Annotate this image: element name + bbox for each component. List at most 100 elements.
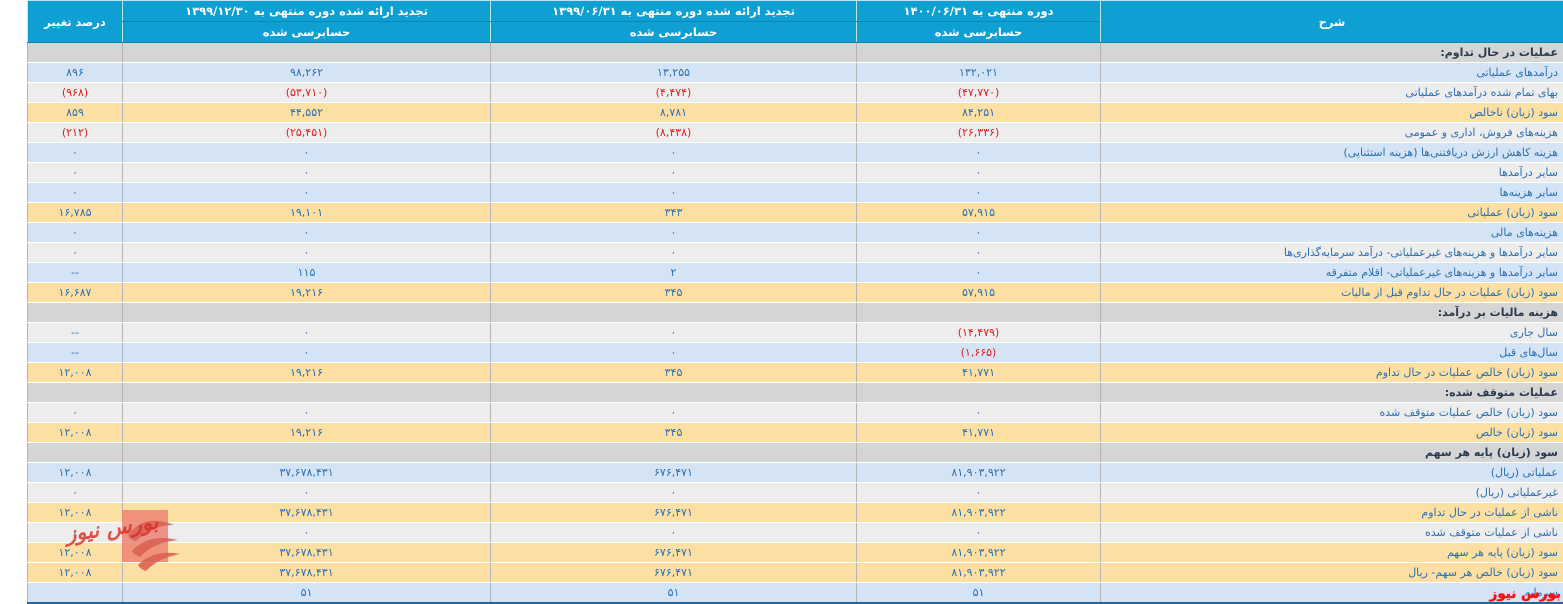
- cell-value-1400: ۴۱,۷۷۱: [857, 423, 1101, 443]
- cell-value-1400: ۴۱,۷۷۱: [857, 363, 1101, 383]
- cell-value-1399-12: ۰: [123, 523, 491, 543]
- cell-value-1399-12: ۱۹,۲۱۶: [123, 363, 491, 383]
- table-row: سود (زیان) عملیات در حال تداوم قبل از ما…: [28, 283, 1563, 303]
- table-row: سایر درآمدها و هزینه‌های غیرعملیاتی- درآ…: [28, 243, 1563, 263]
- cell-value-1400: ۰: [857, 243, 1101, 263]
- cell-value-1399-06: ۱۳,۲۵۵: [491, 63, 857, 83]
- row-label: سود (زیان) پایه هر سهم: [1101, 543, 1563, 563]
- cell-value-1400: ۱۳۲,۰۲۱: [857, 63, 1101, 83]
- col-header-period-1400-06-31: دوره منتهی به ۱۴۰۰/۰۶/۳۱: [857, 1, 1101, 22]
- col-header-description: شرح: [1101, 1, 1563, 43]
- cell-value-1399-12: ۳۷,۶۷۸,۴۳۱: [123, 463, 491, 483]
- cell-pct-change: ۸۵۹: [28, 103, 123, 123]
- cell-value-1400: (۱,۶۶۵): [857, 343, 1101, 363]
- cell-pct-change: ۰: [28, 183, 123, 203]
- cell-pct-change: ۱۲,۰۰۸: [28, 543, 123, 563]
- row-label: سایر هزینه‌ها: [1101, 183, 1563, 203]
- cell-value-1400: ۸۱,۹۰۳,۹۲۲: [857, 543, 1101, 563]
- section-row: هزینه مالیات بر درآمد:: [28, 303, 1563, 323]
- cell-value-1399-06: ۰: [491, 403, 857, 423]
- cell-pct-change: ۱۲,۰۰۸: [28, 363, 123, 383]
- cell-value-1399-12: ۱۹,۲۱۶: [123, 283, 491, 303]
- row-label: سایر درآمدها: [1101, 163, 1563, 183]
- cell-value-1399-12: ۰: [123, 243, 491, 263]
- cell-value-1400: [857, 303, 1101, 323]
- row-label: درآمدهای عملیاتی: [1101, 63, 1563, 83]
- section-label: سود (زیان) پایه هر سهم: [1101, 443, 1563, 463]
- cell-value-1399-12: ۰: [123, 323, 491, 343]
- cell-value-1399-12: ۳۷,۶۷۸,۴۳۱: [123, 543, 491, 563]
- cell-pct-change: ۱۲,۰۰۸: [28, 503, 123, 523]
- cell-value-1399-06: ۶۷۶,۴۷۱: [491, 543, 857, 563]
- row-label: سود (زیان) ناخالص: [1101, 103, 1563, 123]
- cell-value-1400: (۱۴,۴۷۹): [857, 323, 1101, 343]
- cell-pct-change: [28, 303, 123, 323]
- cell-pct-change: ۱۲,۰۰۸: [28, 563, 123, 583]
- cell-value-1399-12: ۵۱: [123, 583, 491, 604]
- cell-value-1399-06: ۰: [491, 183, 857, 203]
- cell-pct-change: [28, 583, 123, 604]
- cell-value-1399-06: [491, 383, 857, 403]
- section-label: عملیات متوقف شده:: [1101, 383, 1563, 403]
- row-label: هزینه‌های مالی: [1101, 223, 1563, 243]
- row-label: عملیاتی (ریال): [1101, 463, 1563, 483]
- cell-value-1400: ۰: [857, 183, 1101, 203]
- table-row: هزینه کاهش ارزش دریافتنی‌ها (هزینه استثن…: [28, 143, 1563, 163]
- cell-value-1399-06: ۰: [491, 243, 857, 263]
- cell-value-1399-12: [123, 443, 491, 463]
- cell-value-1399-12: ۴۴,۵۵۲: [123, 103, 491, 123]
- cell-value-1399-12: ۳۷,۶۷۸,۴۳۱: [123, 563, 491, 583]
- subheader-audited-1400: حسابرسی شده: [857, 22, 1101, 43]
- cell-value-1399-06: ۳۴۵: [491, 283, 857, 303]
- cell-pct-change: --: [28, 263, 123, 283]
- cell-value-1399-06: (۸,۴۳۸): [491, 123, 857, 143]
- cell-value-1399-12: [123, 383, 491, 403]
- section-label: هزینه مالیات بر درآمد:: [1101, 303, 1563, 323]
- cell-pct-change: [28, 443, 123, 463]
- cell-value-1400: [857, 43, 1101, 63]
- section-row: عملیات در حال تداوم:: [28, 43, 1563, 63]
- cell-value-1400: ۵۷,۹۱۵: [857, 203, 1101, 223]
- cell-value-1399-12: ۱۱۵: [123, 263, 491, 283]
- row-label: سود (زیان) خالص عملیات در حال تداوم: [1101, 363, 1563, 383]
- cell-pct-change: ۱۶,۶۸۷: [28, 283, 123, 303]
- table-row: بهای تمام شده درآمدهای عملیاتی(۴۷,۷۷۰)(۴…: [28, 83, 1563, 103]
- cell-value-1399-06: (۴,۴۷۴): [491, 83, 857, 103]
- cell-value-1400: ۸۱,۹۰۳,۹۲۲: [857, 463, 1101, 483]
- col-header-percent-change: درصد تغییر: [28, 1, 123, 43]
- cell-value-1399-06: ۰: [491, 143, 857, 163]
- section-row: سود (زیان) پایه هر سهم: [28, 443, 1563, 463]
- cell-value-1400: [857, 443, 1101, 463]
- row-label: سود (زیان) عملیات در حال تداوم قبل از ما…: [1101, 283, 1563, 303]
- row-label: سود (زیان) خالص: [1101, 423, 1563, 443]
- section-row: عملیات متوقف شده:: [28, 383, 1563, 403]
- cell-pct-change: ۰: [28, 143, 123, 163]
- col-header-period-1399-06-31-restated: تجدید ارائه شده دوره منتهی به ۱۳۹۹/۰۶/۳۱: [491, 1, 857, 22]
- cell-pct-change: (۲۱۲): [28, 123, 123, 143]
- cell-value-1399-12: ۱۹,۱۰۱: [123, 203, 491, 223]
- cell-value-1399-12: (۲۵,۴۵۱): [123, 123, 491, 143]
- cell-value-1400: ۰: [857, 263, 1101, 283]
- header-row-periods: شرح دوره منتهی به ۱۴۰۰/۰۶/۳۱ تجدید ارائه…: [28, 1, 1563, 22]
- cell-value-1399-06: [491, 303, 857, 323]
- cell-value-1399-12: [123, 43, 491, 63]
- cell-value-1399-12: ۰: [123, 183, 491, 203]
- cell-pct-change: ۰: [28, 403, 123, 423]
- cell-value-1400: ۵۷,۹۱۵: [857, 283, 1101, 303]
- cell-pct-change: ۰: [28, 483, 123, 503]
- row-label: سود (زیان) خالص هر سهم- ریال: [1101, 563, 1563, 583]
- cell-value-1399-06: ۰: [491, 323, 857, 343]
